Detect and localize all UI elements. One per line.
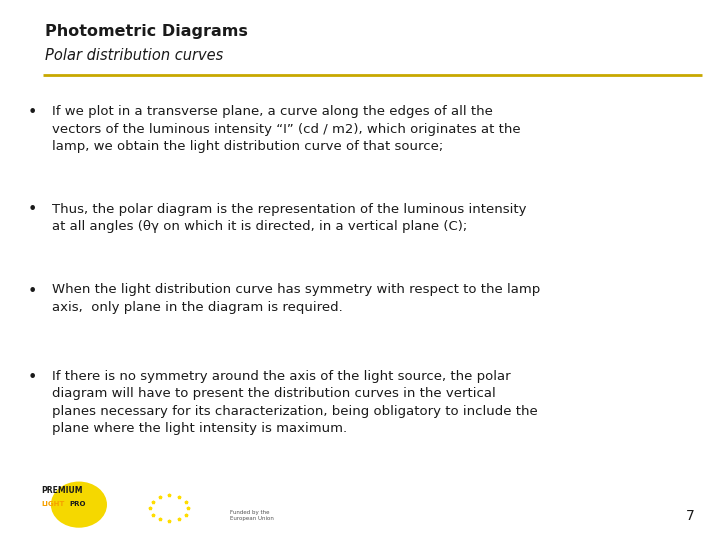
Ellipse shape xyxy=(51,482,107,528)
Text: •: • xyxy=(27,105,37,120)
Text: Polar distribution curves: Polar distribution curves xyxy=(45,48,223,63)
Text: PREMIUM: PREMIUM xyxy=(42,486,83,495)
Text: Thus, the polar diagram is the representation of the luminous intensity
at all a: Thus, the polar diagram is the represent… xyxy=(52,202,526,233)
Text: Funded by the
European Union: Funded by the European Union xyxy=(230,510,274,521)
Text: LIGHT: LIGHT xyxy=(42,501,65,507)
Text: Photometric Diagrams: Photometric Diagrams xyxy=(45,24,248,39)
Text: •: • xyxy=(27,370,37,385)
Text: If there is no symmetry around the axis of the light source, the polar
diagram w: If there is no symmetry around the axis … xyxy=(52,370,538,435)
Text: When the light distribution curve has symmetry with respect to the lamp
axis,  o: When the light distribution curve has sy… xyxy=(52,284,540,314)
Text: If we plot in a transverse plane, a curve along the edges of all the
vectors of : If we plot in a transverse plane, a curv… xyxy=(52,105,521,153)
Text: PRO: PRO xyxy=(70,501,86,507)
Text: 7: 7 xyxy=(686,509,695,523)
Text: •: • xyxy=(27,284,37,299)
Text: •: • xyxy=(27,202,37,218)
